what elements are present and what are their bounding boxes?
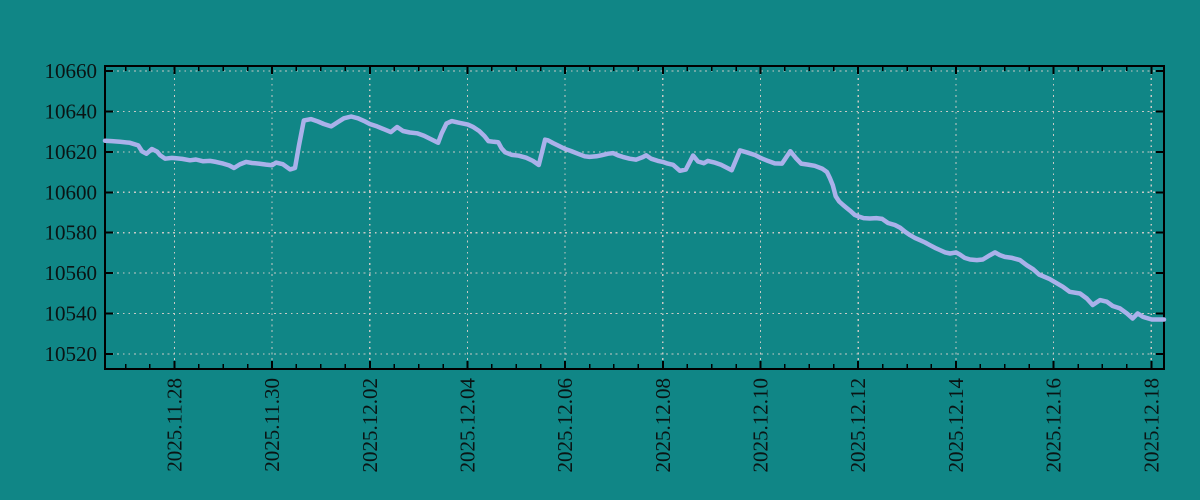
y-tick-label: 10580: [45, 221, 98, 245]
x-tick-label: 2025.12.10: [749, 378, 773, 473]
y-tick-label: 10660: [45, 59, 98, 83]
x-tick-label: 2025.12.14: [944, 378, 968, 473]
instances-series-line: [102, 114, 1167, 322]
x-tick-label: 2025.11.28: [162, 378, 186, 472]
y-tick-label: 10560: [45, 261, 98, 285]
x-tick-label: 2025.12.12: [846, 378, 870, 473]
y-tick-label: 10600: [45, 180, 98, 204]
y-tick-label: 10640: [45, 99, 98, 123]
y-tick-label: 10540: [45, 301, 98, 325]
axes-and-ticks: [105, 66, 1164, 369]
x-tick-label: 2025.11.30: [260, 378, 284, 472]
x-tick-label: 2025.12.04: [455, 378, 479, 473]
x-tick-label: 2025.12.02: [358, 378, 382, 473]
y-tick-label: 10520: [45, 342, 98, 366]
x-tick-label: 2025.12.18: [1139, 378, 1163, 473]
plot-border: [104, 65, 1165, 370]
x-tick-label: 2025.12.16: [1042, 378, 1066, 473]
gridlines: [106, 67, 1163, 368]
tick-labels: 10520 10540 10560 10580 10600 10620 10640 10660…: [45, 59, 1164, 472]
x-tick-label: 2025.12.08: [651, 378, 675, 473]
y-tick-label: 10620: [45, 140, 98, 164]
x-tick-label: 2025.12.06: [553, 378, 577, 473]
